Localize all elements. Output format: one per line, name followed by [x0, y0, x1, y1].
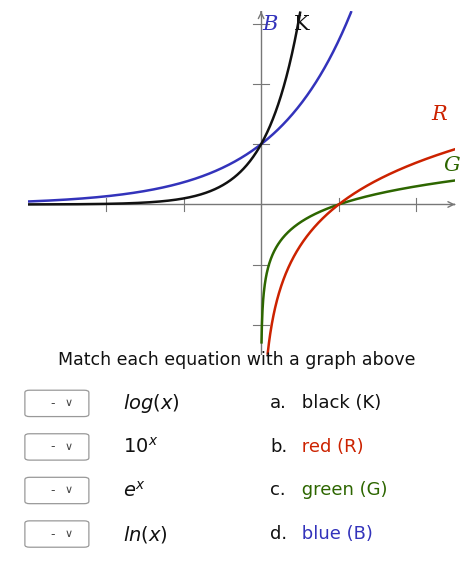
Text: b.: b. [270, 438, 287, 456]
Text: G: G [443, 156, 460, 175]
Text: c.: c. [270, 481, 286, 500]
FancyBboxPatch shape [25, 434, 89, 460]
Text: -: - [51, 528, 55, 540]
Text: -: - [51, 441, 55, 453]
FancyBboxPatch shape [25, 521, 89, 547]
Text: -: - [51, 484, 55, 497]
Text: R: R [432, 105, 447, 124]
Text: $e^{x}$: $e^{x}$ [123, 481, 146, 500]
Text: blue (B): blue (B) [296, 525, 373, 543]
Text: red (R): red (R) [296, 438, 364, 456]
FancyBboxPatch shape [25, 477, 89, 504]
Text: Match each equation with a graph above: Match each equation with a graph above [58, 351, 416, 368]
Text: $ln(x)$: $ln(x)$ [123, 524, 168, 544]
Text: a.: a. [270, 394, 287, 413]
Text: $log(x)$: $log(x)$ [123, 392, 180, 415]
FancyBboxPatch shape [25, 390, 89, 417]
Text: ∨: ∨ [64, 529, 73, 539]
Text: black (K): black (K) [296, 394, 382, 413]
Text: ∨: ∨ [64, 442, 73, 452]
Text: ∨: ∨ [64, 485, 73, 496]
Text: d.: d. [270, 525, 287, 543]
Text: $10^{x}$: $10^{x}$ [123, 437, 158, 457]
Text: -: - [51, 397, 55, 410]
Text: B: B [263, 14, 278, 34]
Text: ∨: ∨ [64, 398, 73, 409]
Text: K: K [294, 14, 309, 34]
Text: green (G): green (G) [296, 481, 388, 500]
